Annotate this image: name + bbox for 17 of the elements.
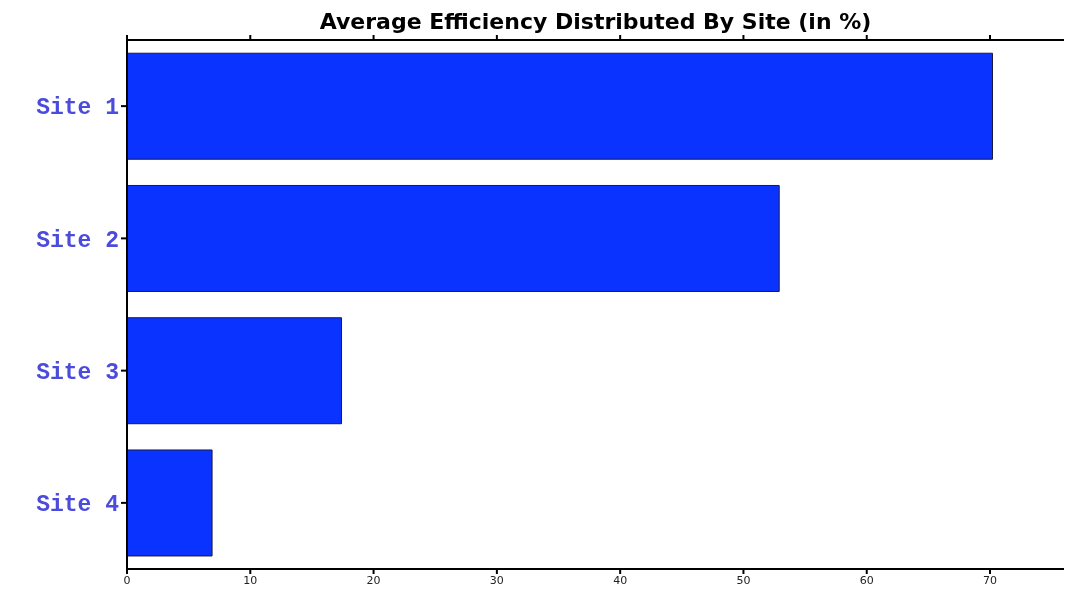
x-tick-label: 0 xyxy=(123,573,131,587)
x-tick-label: 50 xyxy=(736,573,751,587)
x-tick-label: 70 xyxy=(983,573,998,587)
y-tick-label: Site 1 xyxy=(36,95,119,122)
y-tick-label: Site 2 xyxy=(36,227,119,254)
bar xyxy=(127,52,993,160)
x-tick-label: 60 xyxy=(859,573,874,587)
x-tick-label: 20 xyxy=(366,573,381,587)
chart-title: Average Efficiency Distributed By Site (in %) xyxy=(318,8,873,36)
x-tick-label: 30 xyxy=(489,573,504,587)
x-tick-label: 10 xyxy=(243,573,258,587)
bar xyxy=(127,317,343,425)
y-tick-label: Site 3 xyxy=(36,359,119,386)
bar xyxy=(127,184,780,292)
x-tick-label: 40 xyxy=(613,573,628,587)
y-tick-label: Site 4 xyxy=(36,492,120,519)
bar xyxy=(127,449,213,557)
